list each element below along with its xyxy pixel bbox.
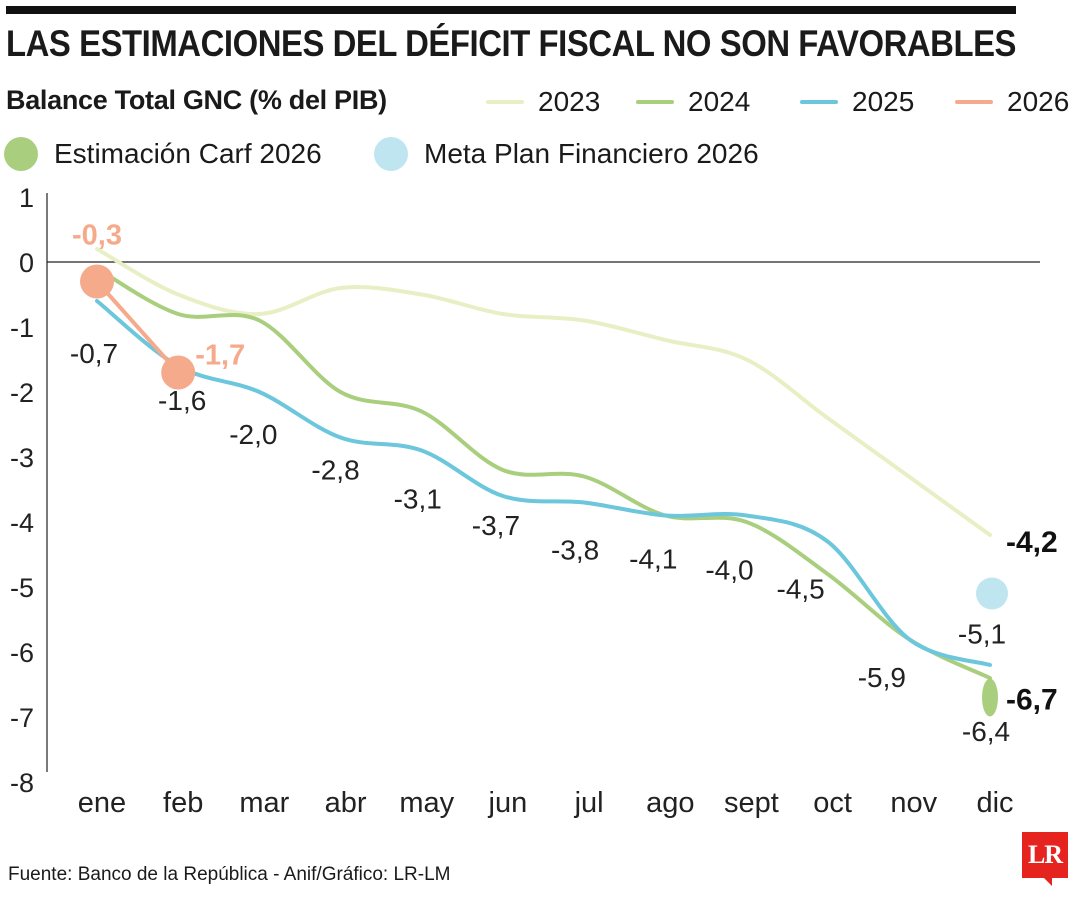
series-line-2023 bbox=[95, 247, 992, 537]
legend-dot-meta bbox=[374, 137, 408, 171]
series-line-2025 bbox=[95, 299, 992, 667]
y-tick-label: -4 bbox=[10, 508, 34, 538]
y-tick-label: -3 bbox=[10, 443, 34, 473]
x-tick-label-jul: jul bbox=[574, 787, 604, 819]
x-tick-label-ene: ene bbox=[78, 787, 126, 819]
chart-title: LAS ESTIMACIONES DEL DÉFICIT FISCAL NO S… bbox=[6, 23, 1017, 64]
data-label-1: -1,7 bbox=[195, 340, 245, 372]
legend-swatch-2025 bbox=[800, 100, 838, 104]
legend-item-carf: Estimación Carf 2026 bbox=[4, 134, 322, 174]
y-tick-label: -6 bbox=[10, 638, 34, 668]
data-label-10: -4,0 bbox=[705, 555, 753, 586]
legend-item-2023: 2023 bbox=[486, 84, 600, 120]
point-2026-ene bbox=[80, 264, 114, 299]
legend-item-2026: 2026 bbox=[955, 84, 1069, 120]
chart-data-labels: -0,3 -1,7 -0,7 -1,6 -2,0 -2,8 -3,1 -3,7 -3,8 -4,1… bbox=[70, 220, 1058, 748]
lr-logo: LR bbox=[1022, 832, 1068, 878]
y-tick-label: 0 bbox=[19, 248, 34, 278]
legend-label-2026: 2026 bbox=[1007, 86, 1070, 117]
point-meta-plan-financiero-2026 bbox=[976, 577, 1008, 610]
data-label-0: -0,3 bbox=[72, 220, 122, 252]
point-estimacion-carf-2026 bbox=[982, 678, 998, 717]
data-label-6: -3,1 bbox=[394, 484, 442, 515]
y-tick-label: -1 bbox=[10, 313, 34, 343]
legend-swatch-2024 bbox=[636, 100, 674, 104]
data-label-14: -4,2 bbox=[1006, 526, 1058, 559]
legend-item-2024: 2024 bbox=[636, 84, 750, 120]
x-tick-label-feb: feb bbox=[163, 787, 203, 819]
legend-item-2025: 2025 bbox=[800, 84, 914, 120]
x-tick-label-may: may bbox=[399, 787, 454, 819]
legend-swatch-2023 bbox=[486, 100, 524, 104]
data-label-8: -3,8 bbox=[551, 535, 599, 566]
x-tick-label-oct: oct bbox=[813, 787, 852, 819]
y-tick-label: 1 bbox=[19, 183, 34, 213]
data-label-5: -2,8 bbox=[311, 455, 359, 486]
legend-label-carf: Estimación Carf 2026 bbox=[54, 138, 322, 169]
data-label-9: -4,1 bbox=[629, 544, 677, 575]
point-2026-feb bbox=[161, 355, 196, 390]
chart-subtitle: Balance Total GNC (% del PIB) bbox=[6, 85, 387, 115]
data-label-13: -6,4 bbox=[962, 716, 1010, 747]
chart-series bbox=[95, 247, 992, 680]
y-tick-label: -5 bbox=[10, 573, 34, 603]
x-tick-label-ago: ago bbox=[646, 787, 694, 819]
legend-label-meta: Meta Plan Financiero 2026 bbox=[424, 138, 759, 169]
source-note: Fuente: Banco de la República - Anif/Grá… bbox=[8, 864, 451, 885]
y-tick-label: -2 bbox=[10, 378, 34, 408]
data-label-15: -5,1 bbox=[958, 619, 1006, 650]
chart-axes: 1 0 -1 -2 -3 -4 -5 -6 -7 -8 ene feb mar abr may jun jul a… bbox=[10, 183, 1040, 819]
x-tick-label-abr: abr bbox=[325, 787, 367, 819]
x-tick-label-mar: mar bbox=[239, 787, 289, 819]
data-label-11: -4,5 bbox=[777, 574, 825, 605]
x-tick-label-nov: nov bbox=[890, 787, 937, 819]
data-label-4: -2,0 bbox=[229, 419, 277, 450]
legend-dot-carf bbox=[4, 137, 38, 171]
chart-markers bbox=[80, 264, 1008, 717]
legend-swatch-2026 bbox=[955, 100, 993, 104]
legend-label-2025: 2025 bbox=[852, 86, 915, 117]
data-label-2: -0,7 bbox=[70, 338, 118, 369]
x-tick-label-dic: dic bbox=[976, 787, 1013, 819]
legend-label-2023: 2023 bbox=[538, 86, 601, 117]
y-tick-label: -7 bbox=[10, 703, 34, 733]
data-label-16: -6,7 bbox=[1006, 684, 1058, 717]
series-line-2024 bbox=[95, 266, 992, 680]
lr-logo-tip bbox=[1042, 876, 1052, 886]
y-tick-label: -8 bbox=[10, 768, 34, 798]
data-label-12: -5,9 bbox=[858, 662, 906, 693]
series-line-2026 bbox=[95, 279, 181, 375]
top-rule bbox=[6, 6, 1016, 14]
x-tick-label-jun: jun bbox=[488, 787, 528, 819]
legend-item-meta: Meta Plan Financiero 2026 bbox=[374, 134, 759, 174]
x-tick-label-sept: sept bbox=[724, 787, 779, 819]
data-label-7: -3,7 bbox=[472, 510, 520, 541]
data-label-3: -1,6 bbox=[158, 385, 206, 416]
legend-label-2024: 2024 bbox=[688, 86, 751, 117]
